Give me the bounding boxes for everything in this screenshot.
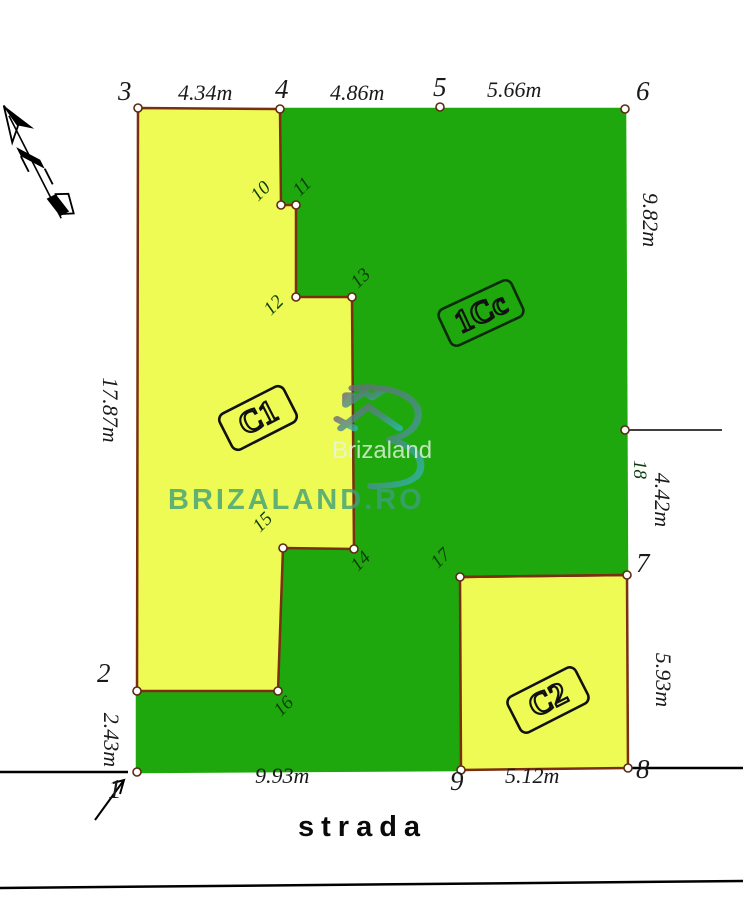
svg-text:Brizaland: Brizaland — [332, 437, 432, 464]
svg-text:strada: strada — [298, 811, 427, 843]
svg-text:5.93m: 5.93m — [651, 653, 676, 707]
svg-text:8: 8 — [636, 754, 650, 784]
svg-text:2.43m: 2.43m — [99, 713, 124, 767]
svg-text:3: 3 — [117, 76, 132, 106]
svg-text:4.86m: 4.86m — [330, 80, 384, 105]
svg-text:1: 1 — [108, 774, 122, 804]
svg-text:7: 7 — [636, 548, 651, 578]
svg-text:4: 4 — [275, 74, 289, 104]
svg-text:5.12m: 5.12m — [505, 763, 559, 788]
svg-text:9.82m: 9.82m — [638, 193, 663, 247]
svg-text:5: 5 — [433, 72, 447, 102]
svg-text:18: 18 — [629, 460, 650, 480]
svg-text:4.34m: 4.34m — [178, 80, 232, 105]
svg-text:6: 6 — [636, 76, 650, 106]
svg-text:5.66m: 5.66m — [487, 77, 541, 102]
svg-text:BRIZALAND.RO: BRIZALAND.RO — [168, 484, 425, 516]
svg-text:2: 2 — [97, 658, 111, 688]
svg-text:17.87m: 17.87m — [98, 377, 123, 442]
svg-text:4.42m: 4.42m — [650, 473, 675, 527]
svg-text:9.93m: 9.93m — [255, 763, 309, 788]
svg-text:9: 9 — [450, 766, 464, 796]
